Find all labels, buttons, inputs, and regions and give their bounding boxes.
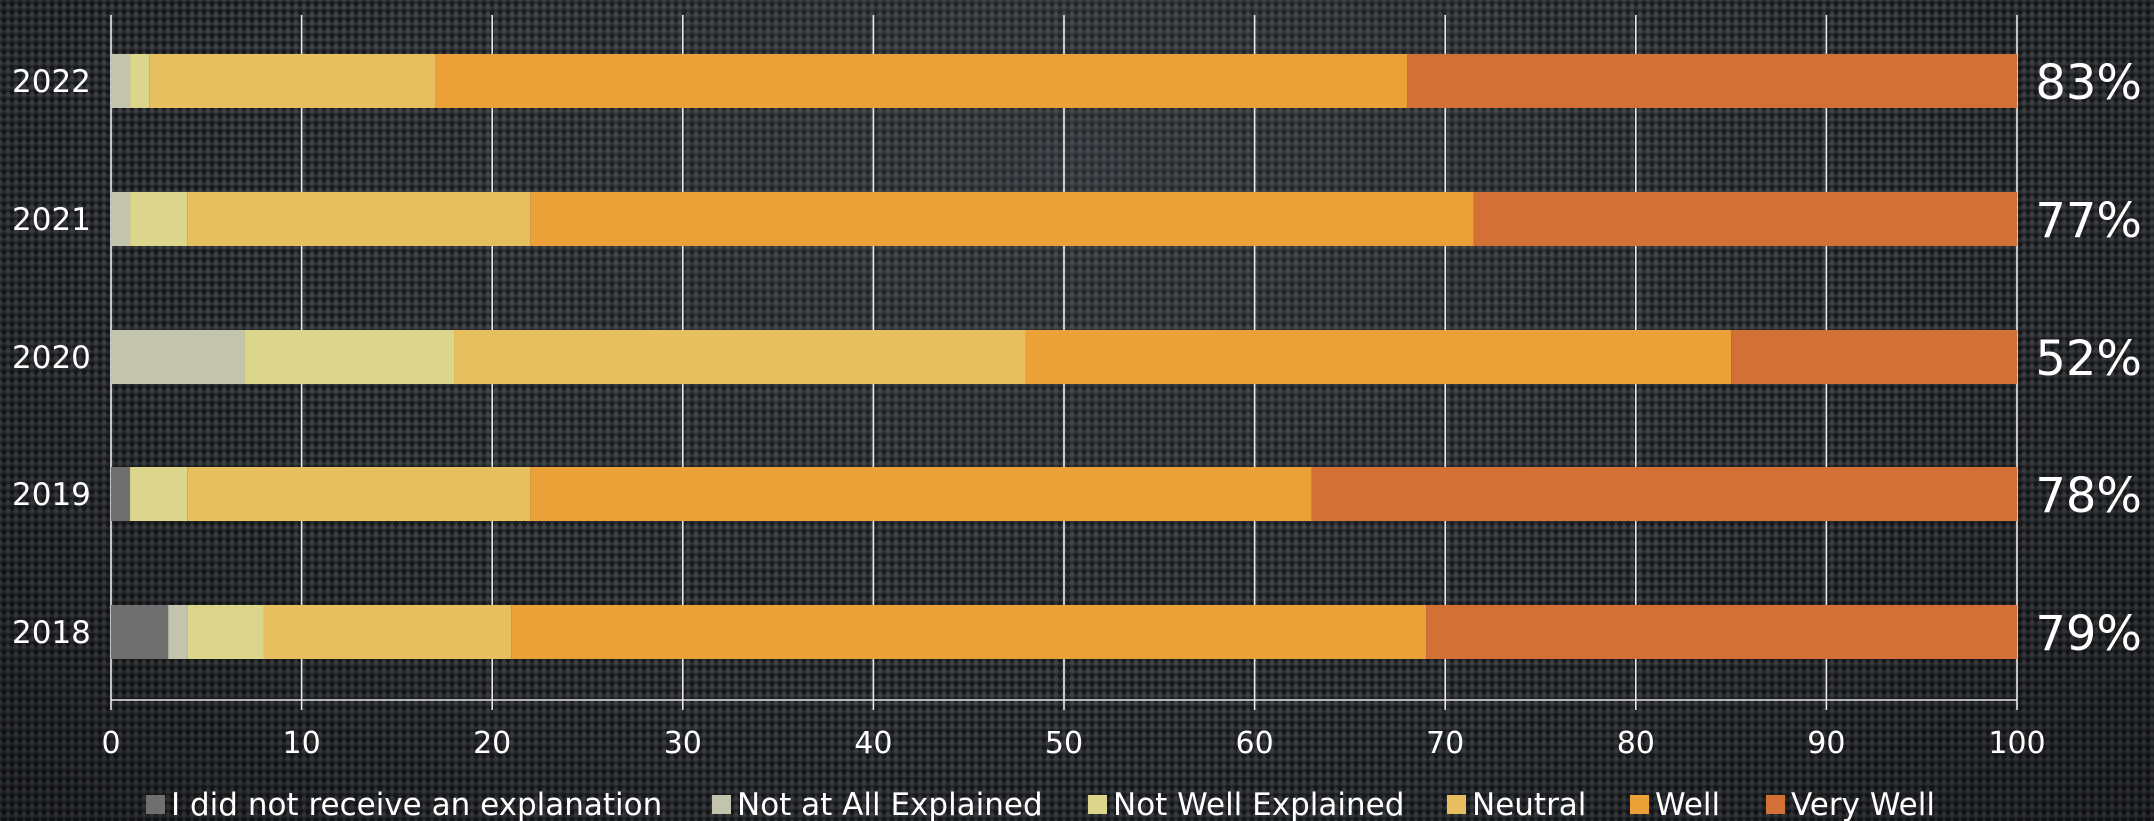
legend-swatch (712, 795, 731, 814)
legend: I did not receive an explanation Not at A… (146, 787, 1935, 821)
bar-segment-2020-neutral (454, 330, 1026, 384)
category-label-2018: 2018 (12, 615, 91, 651)
bar-segment-2018-not-well-explained (187, 605, 264, 659)
bar-segment-2018-very-well (1426, 605, 2017, 659)
category-label-2020: 2020 (12, 340, 91, 376)
bar-end-label-2021: 77% (2035, 193, 2142, 249)
bar-segment-2022-not-well-explained (130, 54, 150, 108)
x-tick-label: 0 (101, 726, 120, 761)
legend-swatch (1766, 795, 1785, 814)
category-label-2022: 2022 (12, 64, 91, 100)
bar-segment-2018-neutral (263, 605, 512, 659)
bar-segment-2022-very-well (1407, 54, 2017, 108)
category-labels: 2022 2021 2020 2019 2018 (12, 64, 91, 651)
category-label-2019: 2019 (12, 477, 91, 513)
legend-swatch (146, 795, 165, 814)
bar-segment-2018-not-at-all-explained (168, 605, 188, 659)
legend-swatch (1630, 795, 1649, 814)
bar-segment-2021-not-at-all-explained (111, 192, 131, 246)
legend-label: Not Well Explained (1113, 787, 1404, 821)
bar-segment-2019-very-well (1311, 467, 2017, 521)
bar-segment-2021-neutral (187, 192, 531, 246)
bar-segment-2021-well (530, 192, 1474, 246)
bar-segment-2020-well (1025, 330, 1732, 384)
bar-segment-2019-i-did-not-receive-an-explanation (111, 467, 131, 521)
bar-segment-2019-neutral (187, 467, 531, 521)
bar-end-label-2018: 79% (2035, 606, 2142, 662)
x-tick-label: 80 (1617, 726, 1655, 761)
bar-segment-2018-well (511, 605, 1427, 659)
bar-segment-2019-not-well-explained (130, 467, 188, 521)
legend-label: Neutral (1472, 787, 1586, 821)
bar-segment-2020-very-well (1731, 330, 2017, 384)
legend-label: Well (1655, 787, 1720, 821)
bar-segment-2018-i-did-not-receive-an-explanation (111, 605, 169, 659)
x-tick-label: 10 (283, 726, 321, 761)
bar-segment-2022-not-at-all-explained (111, 54, 131, 108)
bar-end-labels: 83% 77% 52% 78% 79% (2035, 55, 2142, 662)
bar-end-label-2019: 78% (2035, 468, 2142, 524)
x-tick-label: 70 (1426, 726, 1464, 761)
bar-segment-2021-very-well (1473, 192, 2017, 246)
bar-segment-2021-not-well-explained (130, 192, 188, 246)
bar-segment-2022-well (435, 54, 1408, 108)
bar-segment-2020-not-well-explained (244, 330, 455, 384)
legend-label: Very Well (1791, 787, 1935, 821)
bar-end-label-2022: 83% (2035, 55, 2142, 111)
x-tick-label: 100 (1988, 726, 2045, 761)
bar-segment-2020-not-at-all-explained (111, 330, 245, 384)
category-label-2021: 2021 (12, 202, 91, 238)
x-tick-label: 40 (854, 726, 892, 761)
bar-segment-2022-neutral (149, 54, 436, 108)
bar-segment-2019-well (530, 467, 1312, 521)
x-tick-label: 60 (1236, 726, 1274, 761)
legend-label: Not at All Explained (737, 787, 1043, 821)
x-tick-label: 90 (1807, 726, 1845, 761)
x-tick-label: 30 (664, 726, 702, 761)
bars (111, 54, 2017, 659)
x-tick-label: 50 (1045, 726, 1083, 761)
legend-swatch (1447, 795, 1466, 814)
x-axis-ticks: 0 10 20 30 40 50 60 70 80 90 100 (101, 700, 2046, 761)
x-tick-label: 20 (473, 726, 511, 761)
bar-end-label-2020: 52% (2035, 331, 2142, 387)
legend-label: I did not receive an explanation (171, 787, 662, 821)
legend-swatch (1088, 795, 1107, 814)
